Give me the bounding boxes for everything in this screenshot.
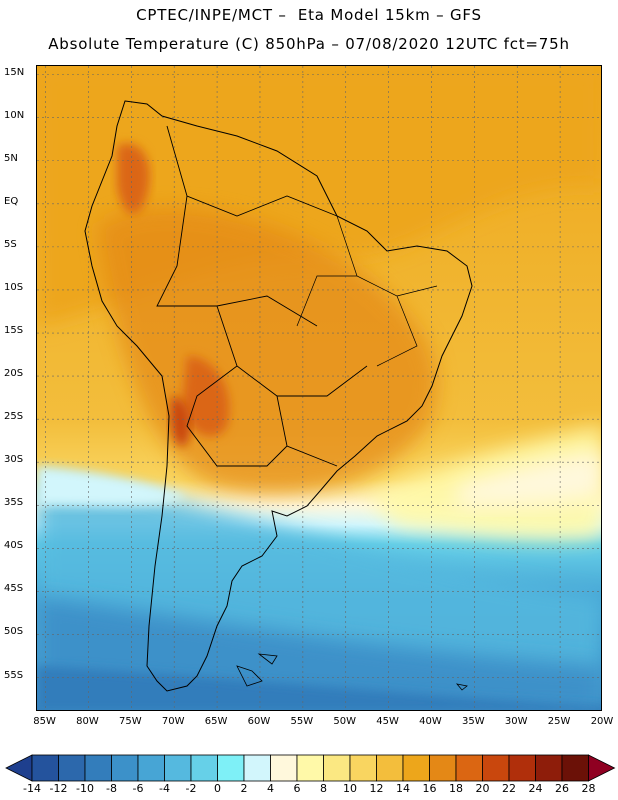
chart-title-line-2: Absolute Temperature (C) 850hPa – 07/08/… bbox=[48, 35, 570, 53]
colorbar-tick-label: 22 bbox=[502, 782, 516, 795]
colorbar-segment bbox=[482, 754, 510, 782]
colorbar-segment bbox=[508, 754, 536, 782]
colorbar-tick-label: -4 bbox=[159, 782, 170, 795]
colorbar-segment bbox=[58, 754, 86, 782]
colorbar-segment bbox=[296, 754, 324, 782]
lon-tick-label: 80W bbox=[76, 716, 99, 727]
lat-tick-label: 10N bbox=[4, 109, 25, 121]
colorbar-segment bbox=[164, 754, 192, 782]
colorbar-arrow-low bbox=[5, 754, 33, 782]
colorbar-tick-label: 2 bbox=[240, 782, 248, 795]
lat-tick-label: 10S bbox=[4, 281, 24, 293]
colorbar-tick-label: -2 bbox=[185, 782, 197, 795]
lat-tick-label: 30S bbox=[4, 454, 24, 466]
lon-tick-label: 65W bbox=[204, 716, 228, 727]
colorbar-tick-label: 24 bbox=[528, 782, 543, 795]
cyan-region-pacific bbox=[37, 466, 187, 507]
lon-tick-label: 55W bbox=[290, 716, 314, 727]
colorbar-segment bbox=[535, 754, 563, 782]
lon-tick-label: 30W bbox=[504, 716, 528, 727]
colorbar-tick-label: 12 bbox=[369, 782, 384, 795]
state-borders bbox=[296, 215, 438, 367]
lon-tick-label: 35W bbox=[462, 716, 485, 727]
lon-tick-label: 25W bbox=[547, 716, 571, 727]
lat-tick-label: 45S bbox=[4, 583, 24, 595]
colorbar-tick-label: 20 bbox=[475, 782, 490, 795]
coastline bbox=[84, 100, 473, 692]
colorbar-segment bbox=[402, 754, 430, 782]
colorbar-tick-label: 14 bbox=[396, 782, 410, 795]
lon-tick-label: 20W bbox=[590, 716, 614, 727]
lon-tick-label: 50W bbox=[333, 716, 357, 727]
lat-tick-label: 15S bbox=[4, 325, 24, 336]
colorbar-tick-label: -8 bbox=[106, 782, 117, 795]
lon-tick-label: 75W bbox=[119, 716, 142, 727]
colorbar-segment bbox=[349, 754, 377, 782]
lon-tick-label: 60W bbox=[247, 716, 271, 727]
hot-spot-bolivia bbox=[170, 396, 191, 447]
lat-tick-label: EQ bbox=[4, 195, 19, 207]
lat-tick-label: 55S bbox=[4, 669, 24, 681]
islands bbox=[236, 653, 468, 691]
colorbar-tick-label: -14 bbox=[23, 782, 41, 795]
map-panel bbox=[36, 65, 602, 711]
lon-tick-label: 45W bbox=[376, 716, 399, 727]
colorbar-tick-label: -10 bbox=[76, 782, 94, 795]
colorbar bbox=[5, 754, 616, 782]
graticule bbox=[37, 66, 601, 710]
lat-tick-label: 20S bbox=[4, 368, 24, 380]
lat-tick-label: 35S bbox=[4, 497, 24, 509]
colorbar-segment bbox=[323, 754, 351, 782]
colorbar-segment bbox=[429, 754, 457, 782]
lat-tick-label: 5S bbox=[4, 238, 17, 250]
colorbar-tick-label: 8 bbox=[320, 782, 327, 795]
colorbar-segment bbox=[561, 754, 589, 782]
lat-tick-label: 15N bbox=[4, 66, 25, 78]
colorbar-segment bbox=[84, 754, 112, 782]
colorbar-tick-label: 18 bbox=[449, 782, 463, 795]
colorbar-segment bbox=[111, 754, 139, 782]
colorbar-tick-label: 16 bbox=[422, 782, 437, 795]
colorbar-tick-label: 4 bbox=[267, 782, 274, 795]
hot-spot-colombia bbox=[117, 143, 150, 215]
country-borders bbox=[156, 125, 368, 467]
lat-tick-label: 50S bbox=[4, 626, 24, 638]
colorbar-segment bbox=[31, 754, 59, 782]
colorbar-tick-label: -6 bbox=[132, 782, 144, 795]
colorbar-segment bbox=[217, 754, 245, 782]
colorbar-tick-label: 28 bbox=[581, 782, 596, 795]
colorbar-segment bbox=[137, 754, 165, 782]
colorbar-segment bbox=[243, 754, 271, 782]
colorbar-segment bbox=[270, 754, 298, 782]
colorbar-tick-label: -12 bbox=[49, 782, 68, 795]
colorbar-tick-label: 10 bbox=[343, 782, 357, 795]
colorbar-arrow-high bbox=[588, 754, 616, 782]
colorbar-segment bbox=[190, 754, 218, 782]
temperature-map bbox=[37, 66, 601, 710]
colorbar-segment bbox=[455, 754, 483, 782]
colorbar-tick-label: 6 bbox=[293, 782, 301, 795]
cream-region-atlantic bbox=[457, 451, 601, 506]
colorbar-tick-label: 26 bbox=[555, 782, 569, 795]
lat-tick-label: 25S bbox=[4, 411, 24, 423]
chart-title-line-1: CPTEC/INPE/MCT – Eta Model 15km – GFS bbox=[136, 6, 482, 24]
colorbar-segment bbox=[376, 754, 404, 782]
lon-tick-label: 70W bbox=[161, 716, 185, 727]
lat-tick-label: 5N bbox=[4, 152, 18, 164]
lon-tick-label: 85W bbox=[33, 716, 56, 727]
colorbar-tick-label: 0 bbox=[214, 782, 221, 795]
lat-tick-label: 40S bbox=[4, 540, 24, 552]
coldest-region-south bbox=[37, 666, 601, 710]
lon-tick-label: 40W bbox=[419, 716, 442, 727]
